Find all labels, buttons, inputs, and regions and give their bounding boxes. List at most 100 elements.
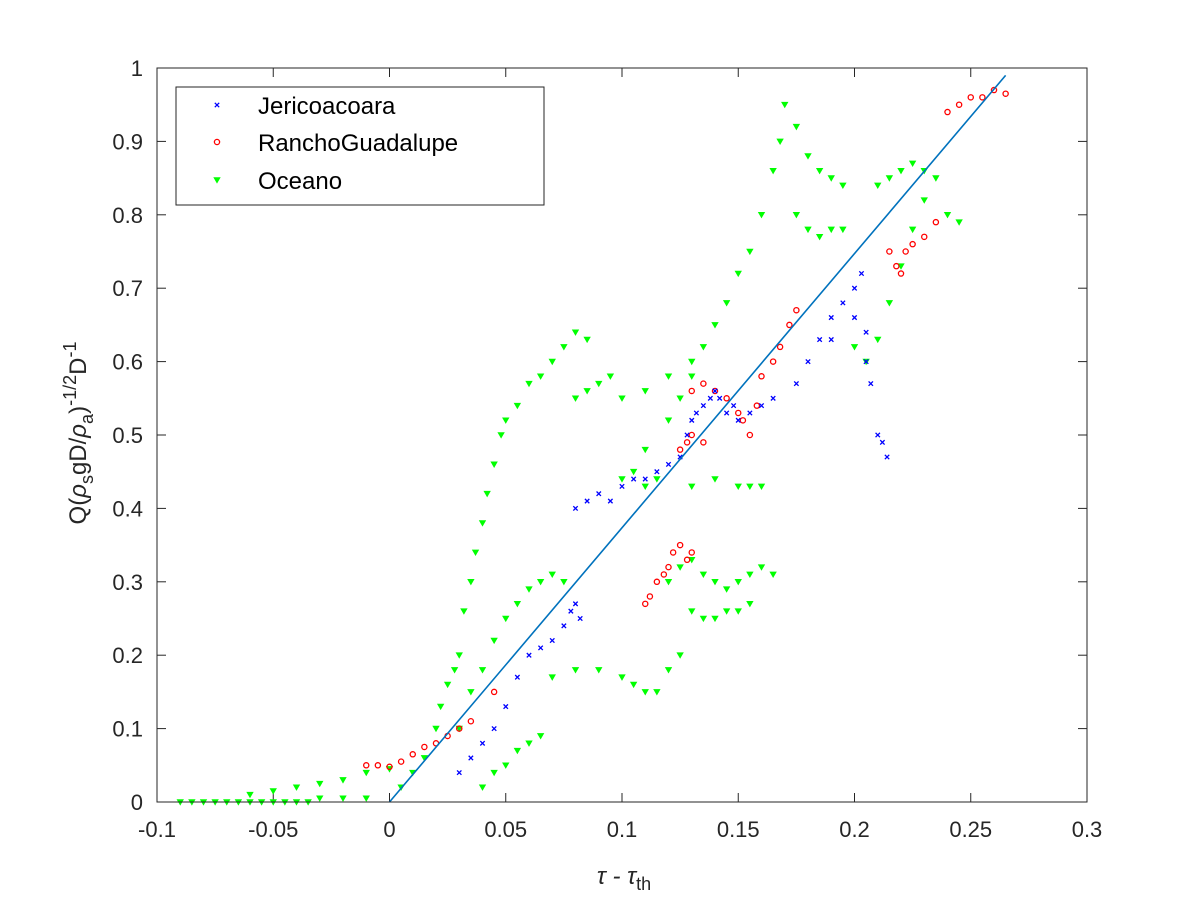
- data-point-jericoacoara: [549, 637, 555, 644]
- legend-marker-jericoacoara: [214, 102, 220, 108]
- data-point-oceano: [478, 667, 487, 674]
- data-point-jericoacoara: [577, 615, 583, 622]
- fit-line: [388, 74, 1007, 803]
- data-point-jericoacoara: [665, 461, 672, 468]
- y-tick-label: 0.9: [112, 129, 143, 154]
- data-point-oceano: [339, 777, 347, 784]
- y-label-q: Q(: [65, 498, 92, 525]
- data-point-oceano: [513, 747, 522, 755]
- data-point-oceano: [450, 667, 459, 674]
- x-tick-label: 0.25: [949, 817, 992, 842]
- data-point-ranchoguadalupe: [921, 233, 928, 241]
- x-tick-label: 0.2: [839, 817, 870, 842]
- data-point-oceano: [641, 446, 649, 454]
- data-point-ranchoguadalupe: [700, 439, 707, 446]
- data-point-oceano: [618, 476, 626, 483]
- data-point-oceano: [467, 579, 475, 586]
- data-point-ranchoguadalupe: [374, 762, 382, 769]
- data-point-oceano: [502, 615, 510, 623]
- data-point-ranchoguadalupe: [676, 446, 684, 453]
- data-point-oceano: [711, 579, 719, 586]
- data-point-jericoacoara: [851, 314, 858, 321]
- data-point-oceano: [769, 167, 777, 175]
- data-point-oceano: [641, 388, 649, 395]
- data-point-oceano: [490, 461, 498, 468]
- data-point-oceano: [815, 234, 824, 241]
- x-axis-label-sub: th: [636, 874, 651, 894]
- data-point-ranchoguadalupe: [723, 395, 730, 402]
- data-point-oceano: [827, 175, 835, 182]
- data-point-jericoacoara: [863, 358, 869, 365]
- data-point-ranchoguadalupe: [646, 593, 654, 600]
- y-label-d: D: [65, 358, 92, 375]
- data-point-oceano: [734, 270, 742, 278]
- data-point-oceano: [618, 395, 626, 402]
- data-point-oceano: [560, 344, 568, 351]
- data-point-oceano: [548, 358, 556, 366]
- x-axis-label: τ - τth: [597, 863, 651, 894]
- data-point-oceano: [757, 564, 766, 571]
- data-point-oceano: [850, 344, 859, 351]
- y-tick-label: 0.7: [112, 276, 143, 301]
- data-point-oceano: [483, 490, 491, 498]
- data-point-ranchoguadalupe: [955, 101, 963, 108]
- data-point-oceano: [699, 344, 708, 351]
- data-point-oceano: [560, 579, 568, 586]
- y-tick-label: 0: [131, 790, 143, 815]
- axes-box: [156, 67, 1088, 803]
- data-point-oceano: [839, 182, 847, 190]
- data-point-oceano: [676, 564, 684, 571]
- data-point-jericoacoara: [596, 491, 602, 497]
- data-point-oceano: [734, 579, 742, 586]
- data-point-oceano: [269, 788, 277, 795]
- data-point-oceano: [467, 689, 475, 696]
- data-point-oceano: [676, 395, 684, 402]
- y-axis-label: Q(ρsgD/ρa)-1/2D-1: [60, 342, 97, 525]
- data-point-jericoacoara: [684, 432, 690, 438]
- y-tick-label: 0.5: [112, 423, 143, 448]
- y-label-sub-a: a: [77, 413, 97, 424]
- data-point-oceano: [536, 579, 545, 586]
- data-point-jericoacoara: [828, 336, 834, 343]
- data-point-oceano: [792, 123, 801, 131]
- data-point-oceano: [804, 153, 812, 160]
- data-point-oceano: [664, 417, 673, 424]
- data-point-oceano: [757, 212, 766, 219]
- y-tick-label: 0.1: [112, 717, 143, 742]
- data-point-ranchoguadalupe: [490, 688, 498, 696]
- data-point-ranchoguadalupe: [753, 402, 761, 409]
- legend-label-oceano: Oceano: [258, 168, 342, 195]
- data-point-jericoacoara: [770, 395, 776, 401]
- y-label-paren: ): [65, 406, 92, 414]
- data-point-ranchoguadalupe: [897, 270, 905, 277]
- data-point-oceano: [316, 795, 324, 802]
- data-point-oceano: [839, 226, 847, 234]
- data-point-oceano: [362, 795, 370, 802]
- data-point-oceano: [792, 212, 801, 219]
- y-tick-label: 0.6: [112, 350, 143, 375]
- legend-marker-symbol: [213, 138, 221, 146]
- y-label-exp1: -1/2: [60, 375, 80, 406]
- data-point-oceano: [478, 784, 487, 791]
- data-point-ranchoguadalupe: [909, 240, 916, 248]
- data-point-jericoacoara: [793, 380, 800, 387]
- data-point-jericoacoara: [503, 703, 509, 710]
- data-point-oceano: [688, 373, 696, 380]
- data-point-ranchoguadalupe: [769, 358, 777, 365]
- data-point-oceano: [536, 373, 545, 380]
- data-point-ranchoguadalupe: [746, 431, 754, 439]
- data-point-oceano: [339, 795, 347, 802]
- data-point-ranchoguadalupe: [1002, 90, 1009, 97]
- data-point-jericoacoara: [514, 674, 521, 680]
- legend-marker-ranchoguadalupe: [213, 138, 221, 146]
- data-point-oceano: [746, 601, 754, 608]
- data-point-oceano: [629, 468, 638, 476]
- y-label-rho1: ρ: [65, 484, 92, 499]
- data-point-oceano: [885, 300, 894, 307]
- data-point-ranchoguadalupe: [669, 549, 677, 556]
- data-points: [176, 86, 1009, 806]
- data-point-jericoacoara: [747, 410, 753, 416]
- x-axis-ticks: -0.1 -0.05 0 0.05 0.1 0.15 0.2 0.25 0.3: [138, 68, 1102, 842]
- data-point-oceano: [460, 608, 468, 615]
- data-point-jericoacoara: [572, 505, 579, 512]
